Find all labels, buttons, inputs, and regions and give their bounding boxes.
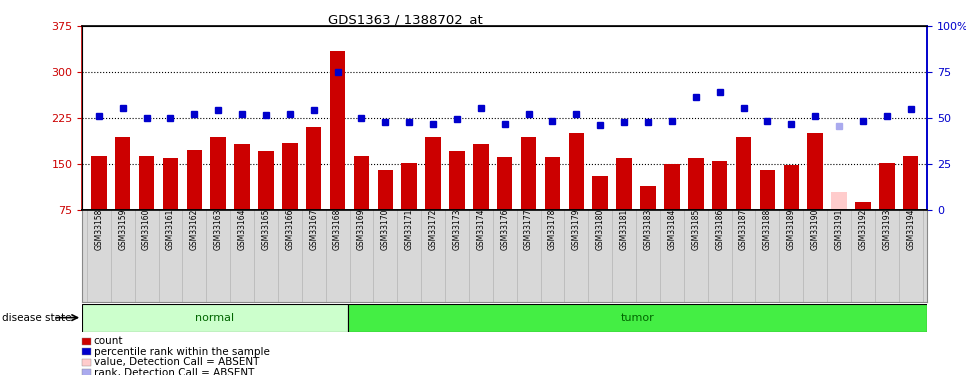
Text: rank, Detection Call = ABSENT: rank, Detection Call = ABSENT: [94, 368, 254, 375]
Bar: [616, 158, 632, 210]
Text: count: count: [94, 336, 124, 346]
Bar: [115, 136, 130, 210]
Text: disease state: disease state: [2, 313, 71, 323]
Bar: [449, 151, 465, 210]
Bar: [688, 158, 703, 210]
Text: GDS1363 / 1388702_at: GDS1363 / 1388702_at: [328, 13, 483, 26]
Bar: [425, 136, 440, 210]
Bar: [832, 192, 847, 210]
Bar: [497, 157, 513, 210]
Text: tumor: tumor: [621, 313, 654, 323]
Bar: [329, 51, 346, 210]
Bar: [521, 136, 536, 210]
Bar: [211, 136, 226, 210]
Bar: [712, 161, 727, 210]
Bar: [378, 170, 393, 210]
Bar: [139, 156, 155, 210]
Bar: [82, 304, 348, 332]
Bar: [258, 151, 273, 210]
Bar: [348, 304, 927, 332]
Bar: [162, 158, 178, 210]
Bar: [282, 142, 298, 210]
Bar: [736, 136, 752, 210]
Bar: [545, 157, 560, 210]
Text: percentile rank within the sample: percentile rank within the sample: [94, 347, 270, 357]
Bar: [808, 134, 823, 210]
Bar: [592, 176, 608, 210]
Bar: [903, 156, 919, 210]
Bar: [783, 165, 799, 210]
Bar: [402, 164, 417, 210]
Bar: [569, 134, 584, 210]
Bar: [640, 186, 656, 210]
Bar: [879, 163, 895, 210]
Bar: [664, 164, 680, 210]
Bar: [235, 144, 250, 210]
Bar: [759, 170, 775, 210]
Bar: [473, 144, 489, 210]
Text: value, Detection Call = ABSENT: value, Detection Call = ABSENT: [94, 357, 259, 367]
Bar: [186, 150, 202, 210]
Bar: [306, 128, 322, 210]
Bar: [91, 156, 106, 210]
Bar: [855, 202, 870, 210]
Text: normal: normal: [195, 313, 235, 323]
Bar: [354, 156, 369, 210]
